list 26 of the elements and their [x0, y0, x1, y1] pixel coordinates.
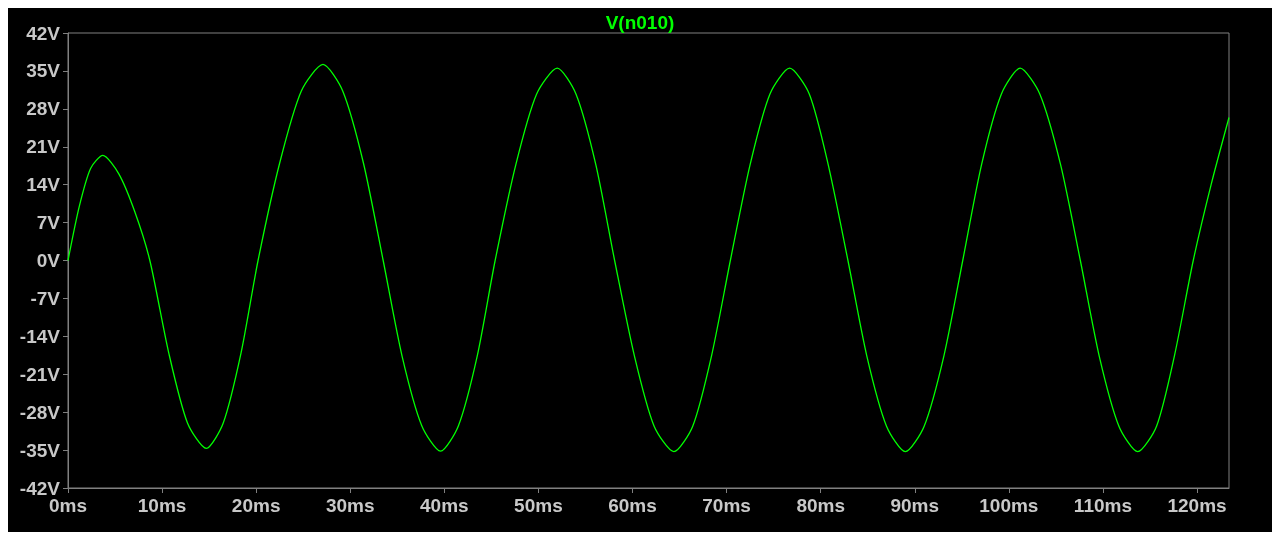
- y-tick-label: 42V: [26, 22, 61, 44]
- x-tick-label: 20ms: [231, 495, 281, 516]
- x-tick-label: 30ms: [325, 495, 375, 516]
- chart-title: V(n010): [605, 12, 675, 33]
- x-tick-label: 100ms: [979, 495, 1039, 516]
- y-tick-label: 0V: [36, 250, 61, 271]
- y-tick-label: -21V: [19, 363, 61, 385]
- x-tick-label: 40ms: [420, 495, 469, 516]
- y-tick-label: 14V: [26, 174, 61, 196]
- x-tick-label: 80ms: [796, 495, 845, 516]
- x-tick-label: 110ms: [1073, 495, 1132, 516]
- y-tick-label: -28V: [19, 401, 61, 423]
- x-tick-label: 10ms: [137, 495, 187, 516]
- y-tick-label: -14V: [19, 325, 61, 347]
- y-tick-label: -7V: [30, 287, 61, 309]
- y-tick-label: 21V: [26, 136, 61, 158]
- x-tick-label: 50ms: [514, 495, 563, 516]
- y-tick-label: -35V: [19, 439, 61, 461]
- y-tick-label: 7V: [36, 212, 61, 234]
- x-tick-label: 70ms: [702, 495, 751, 516]
- y-tick-label: 35V: [26, 60, 61, 82]
- line-series: [67, 63, 1230, 453]
- x-tick-label: 60ms: [608, 495, 657, 516]
- y-tick-label: 28V: [26, 98, 61, 120]
- x-tick-label: 120ms: [1167, 495, 1227, 516]
- x-tick-label: 90ms: [890, 495, 940, 516]
